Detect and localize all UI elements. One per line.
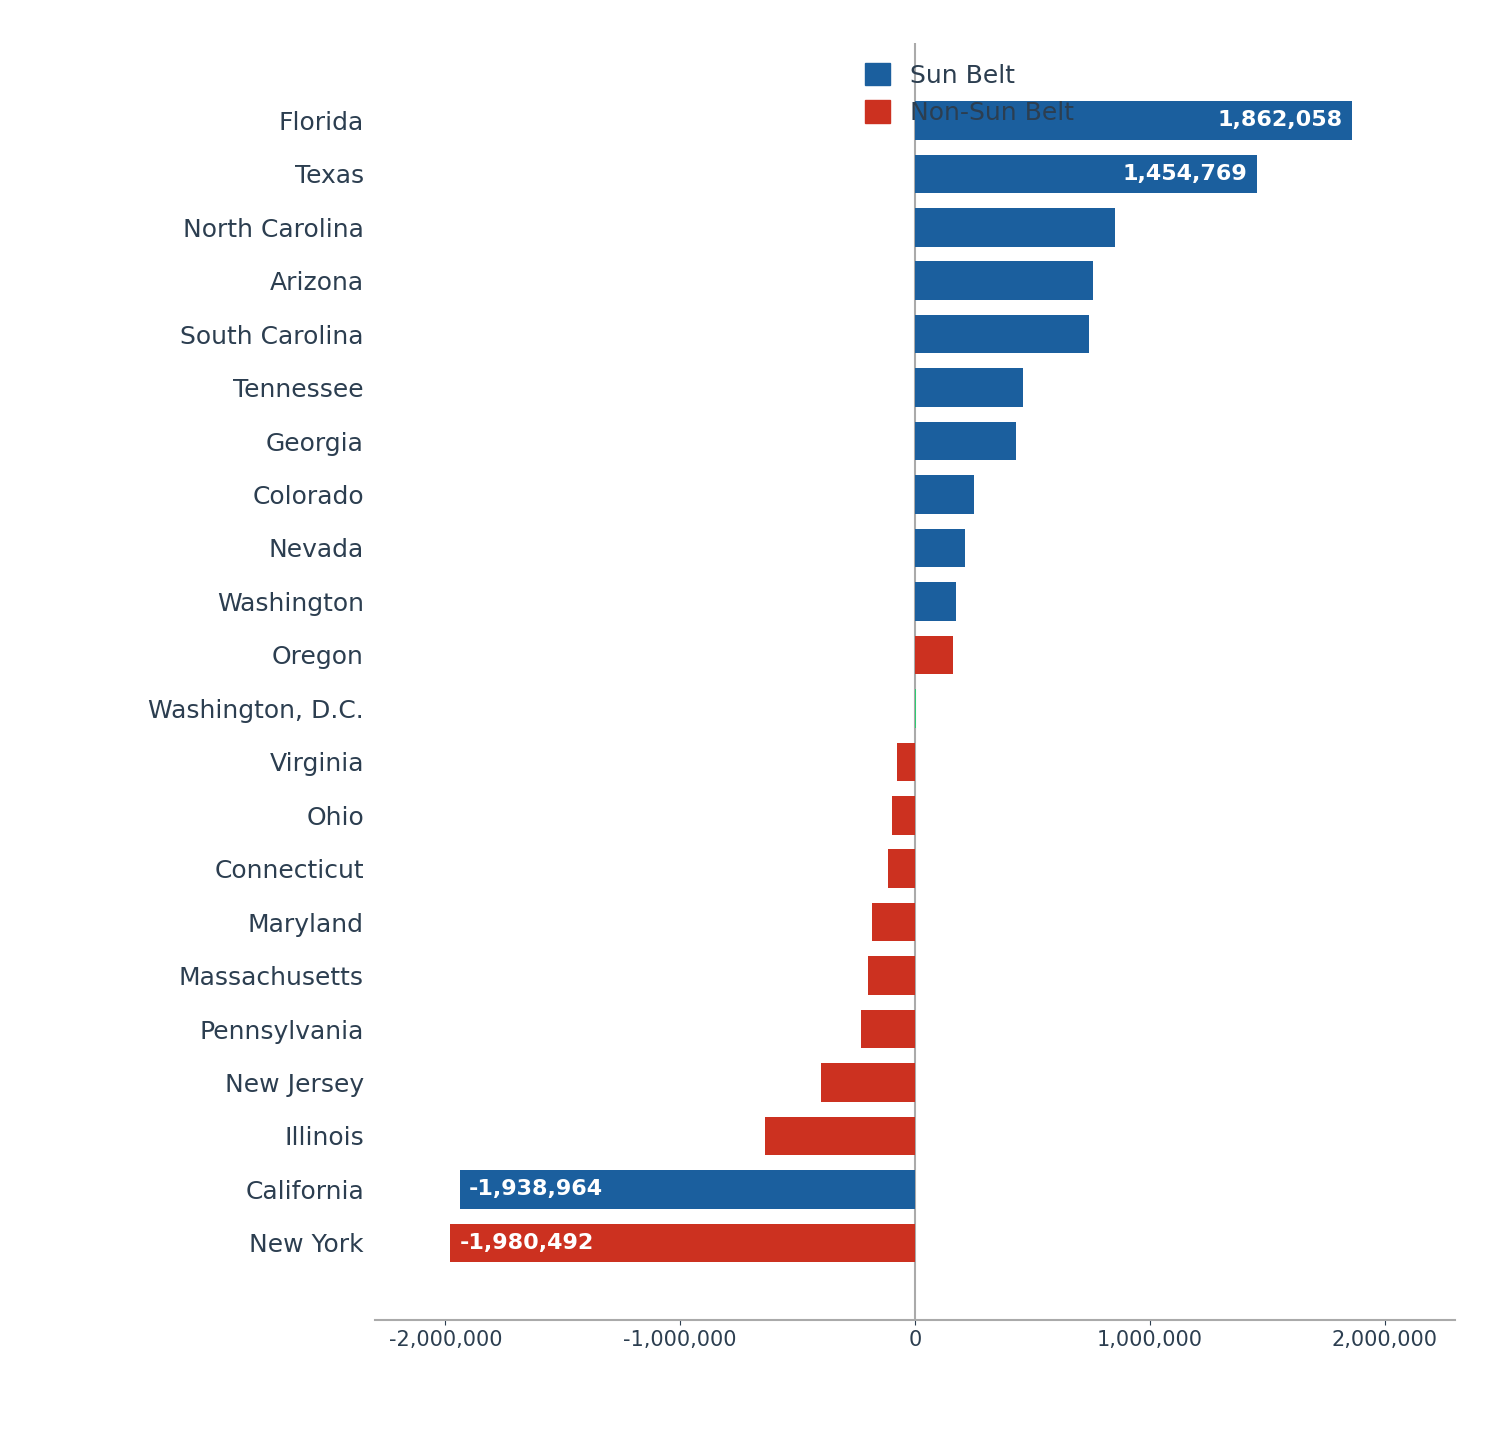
- Bar: [915, 208, 1114, 247]
- Bar: [861, 1010, 915, 1049]
- Bar: [915, 583, 956, 621]
- Bar: [871, 903, 915, 941]
- Bar: [897, 742, 915, 781]
- Bar: [891, 796, 915, 835]
- Bar: [868, 956, 915, 994]
- Bar: [915, 636, 952, 674]
- Text: -1,980,492: -1,980,492: [459, 1233, 594, 1253]
- Bar: [915, 475, 974, 514]
- Bar: [915, 422, 1016, 461]
- Bar: [915, 369, 1023, 408]
- Bar: [460, 1170, 915, 1208]
- Bar: [888, 850, 915, 888]
- Bar: [765, 1116, 915, 1155]
- Text: -1,938,964: -1,938,964: [470, 1180, 603, 1200]
- Bar: [915, 100, 1352, 139]
- Bar: [450, 1224, 915, 1263]
- Bar: [915, 155, 1257, 194]
- Bar: [915, 314, 1089, 353]
- Text: 1,862,058: 1,862,058: [1218, 110, 1342, 131]
- Bar: [915, 528, 966, 567]
- Bar: [915, 261, 1094, 300]
- Legend: Sun Belt, Non-Sun Belt: Sun Belt, Non-Sun Belt: [858, 56, 1082, 132]
- Bar: [821, 1063, 915, 1102]
- Text: 1,454,769: 1,454,769: [1122, 164, 1246, 184]
